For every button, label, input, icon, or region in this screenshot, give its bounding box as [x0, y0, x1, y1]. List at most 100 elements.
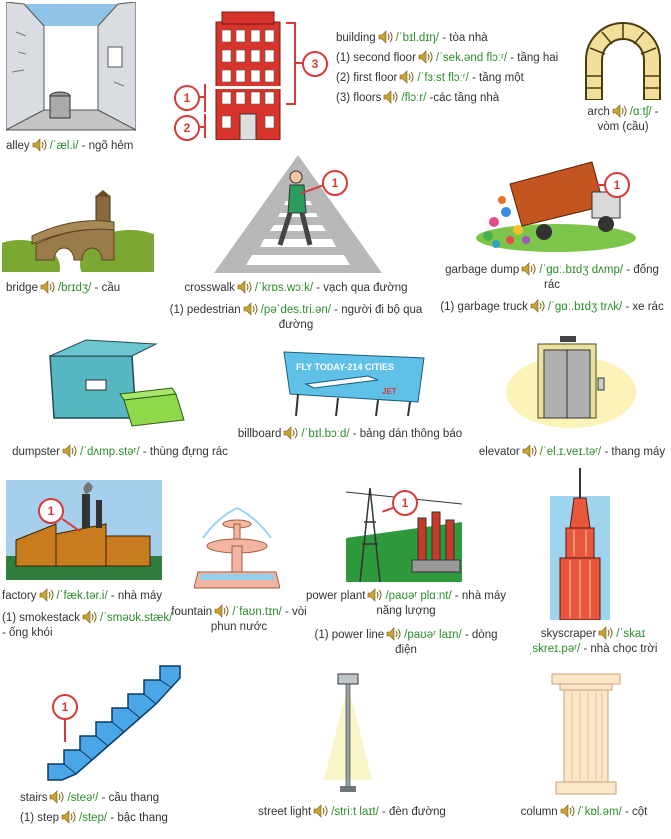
street-light-illustration: [318, 670, 378, 794]
speaker-icon[interactable]: [39, 588, 55, 602]
word: elevator: [478, 446, 520, 458]
meaning: - ngõ hẻm: [81, 140, 134, 152]
ipa: /ˈdʌmp.stəʳ/: [80, 446, 140, 458]
callout-marker-1: 1: [604, 172, 630, 198]
speaker-icon[interactable]: [530, 299, 546, 313]
speaker-icon[interactable]: [521, 262, 537, 276]
bracket-line: [204, 84, 206, 112]
column-caption: column/ˈkɒl.əm/ - cột: [500, 804, 668, 820]
speaker-icon[interactable]: [214, 604, 230, 618]
speaker-icon[interactable]: [399, 70, 415, 84]
sub-label: (1) second floor: [336, 52, 416, 64]
crosswalk-caption: crosswalk/ˈkrɒs.wɔːk/ - vạch qua đường (…: [160, 280, 432, 333]
meaning: - người đi bộ qua đường: [278, 304, 423, 331]
bracket-line: [296, 62, 304, 64]
column-illustration: [548, 672, 624, 796]
meaning: - thùng đựng rác: [142, 446, 228, 458]
fountain-caption: fountain/ˈfaʊn.tɪn/ - vòi phun nước: [164, 604, 314, 635]
arch-caption: arch/ɑːtʃ/ - vòm (cầu): [576, 104, 670, 135]
word: skyscraper: [540, 628, 597, 640]
speaker-icon[interactable]: [418, 50, 434, 64]
meaning: - xe rác: [625, 301, 664, 313]
callout-line: [64, 716, 66, 742]
meaning: - ống khói: [2, 627, 53, 639]
word: street light: [258, 806, 312, 818]
billboard-brand-text: JET: [382, 387, 397, 396]
meaning: - cột: [625, 806, 648, 818]
meaning: - dòng điện: [395, 629, 498, 656]
speaker-icon[interactable]: [40, 280, 56, 294]
speaker-icon[interactable]: [378, 30, 394, 44]
meaning: - nhà máy năng lượng: [376, 590, 507, 617]
speaker-icon[interactable]: [598, 626, 614, 640]
word: stairs: [20, 792, 48, 804]
meaning: - đống rác: [544, 264, 659, 291]
sub-label: (1) power line: [314, 629, 385, 641]
callout-marker-3: 3: [302, 51, 328, 77]
power-plant-illustration: [346, 482, 462, 582]
speaker-icon[interactable]: [313, 804, 329, 818]
stairs-caption: stairs/steəʳ/ - cầu thang (1) step/step/…: [20, 790, 220, 826]
meaning: - vòm (cầu): [597, 106, 659, 133]
sub-label: (3) floors: [336, 92, 382, 104]
elevator-caption: elevator/ˈel.ɪ.veɪ.təʳ/ - thang máy: [474, 444, 670, 460]
factory-caption: factory/ˈfæk.tər.i/ - nhà máy (1) smokes…: [2, 588, 178, 641]
garbage-dump-illustration: [474, 152, 638, 252]
billboard-caption: billboard/ˈbɪl.bɔːd/ - bảng dán thông bá…: [230, 426, 470, 442]
power-plant-caption: power plant/paʊəʳ plɑːnt/ - nhà máy năng…: [306, 588, 506, 658]
elevator-illustration: [506, 330, 636, 428]
word: billboard: [237, 428, 282, 440]
callout-marker-1: 1: [52, 694, 78, 720]
dumpster-illustration: [46, 334, 188, 428]
word: alley: [6, 140, 30, 152]
callout-marker-1: 1: [322, 170, 348, 196]
word: factory: [2, 590, 37, 602]
speaker-icon[interactable]: [386, 627, 402, 641]
word: column: [520, 806, 558, 818]
ipa: /ˈfæk.tər.i/: [56, 590, 108, 602]
speaker-icon[interactable]: [383, 90, 399, 104]
ipa: /step/: [79, 812, 108, 824]
word: garbage dump: [445, 264, 520, 276]
meaning: - cầu thang: [101, 792, 160, 804]
sub-label: (1) pedestrian: [169, 304, 241, 316]
speaker-icon[interactable]: [62, 444, 78, 458]
callout-marker-2: 2: [174, 115, 200, 141]
ipa: /ɑːtʃ/: [629, 106, 652, 118]
callout-marker-1: 1: [392, 490, 418, 516]
ipa: /ˈel.ɪ.veɪ.təʳ/: [539, 446, 602, 458]
speaker-icon[interactable]: [283, 426, 299, 440]
ipa: /ˈæl.i/: [49, 140, 79, 152]
arch-illustration: [580, 18, 666, 100]
speaker-icon[interactable]: [237, 280, 253, 294]
skyscraper-illustration: [550, 468, 610, 620]
speaker-icon[interactable]: [49, 790, 65, 804]
building-illustration: [212, 10, 284, 140]
speaker-icon[interactable]: [61, 810, 77, 824]
meaning: - đèn đường: [381, 806, 446, 818]
speaker-icon[interactable]: [367, 588, 383, 602]
garbage-dump-caption: garbage dump/ˈgɑː.bɪdʒ dʌmp/ - đống rác …: [436, 262, 668, 315]
bracket-line: [196, 96, 206, 98]
meaning: - nhà máy: [110, 590, 162, 602]
word: crosswalk: [184, 282, 235, 294]
speaker-icon[interactable]: [522, 444, 538, 458]
callout-marker-1: 1: [38, 498, 64, 524]
ipa: /flɔːr/: [401, 92, 427, 104]
speaker-icon[interactable]: [82, 610, 98, 624]
speaker-icon[interactable]: [32, 138, 48, 152]
word: arch: [587, 106, 610, 118]
speaker-icon[interactable]: [560, 804, 576, 818]
meaning: - tầng hai: [510, 52, 559, 64]
stairs-illustration: [44, 664, 184, 782]
ipa: /pəˈdes.tri.ən/: [260, 304, 331, 316]
ipa: /striːt laɪt/: [331, 806, 379, 818]
speaker-icon[interactable]: [612, 104, 628, 118]
meaning: - bảng dán thông báo: [352, 428, 463, 440]
callout-marker-1: 1: [174, 85, 200, 111]
speaker-icon[interactable]: [243, 302, 259, 316]
ipa: /paʊəʳ plɑːnt/: [385, 590, 452, 602]
word: building: [336, 32, 376, 44]
factory-illustration: [6, 480, 162, 580]
ipa: /brɪdʒ/: [57, 282, 92, 294]
